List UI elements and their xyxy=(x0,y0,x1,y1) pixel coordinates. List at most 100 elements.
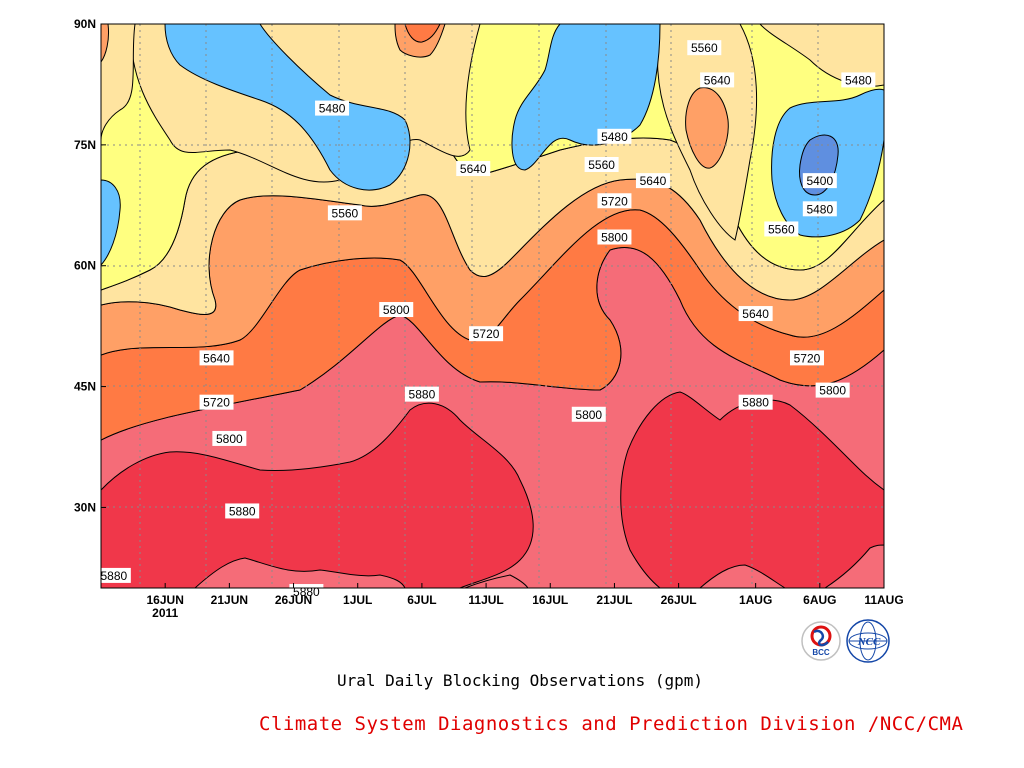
contour-label: 5720 xyxy=(789,350,824,366)
contour-label-bg xyxy=(815,382,850,398)
band-5960-west xyxy=(101,402,534,588)
contour-label-text: 5800 xyxy=(819,384,846,398)
band-5880-south-b xyxy=(464,574,529,588)
contour-label-text: 5800 xyxy=(383,303,410,317)
y-tick-label: 30N xyxy=(74,500,96,514)
contour-label: 5880 xyxy=(404,386,439,402)
contour-label-bg xyxy=(379,302,414,318)
contour-label-bg xyxy=(738,306,773,322)
x-tick-label: 26JUL xyxy=(661,593,697,607)
chart-title: Ural Daily Blocking Observations (gpm) xyxy=(336,671,704,690)
x-tick-label: 1AUG xyxy=(739,593,772,607)
contour-label: 5640 xyxy=(456,161,491,177)
contour-label-bg xyxy=(597,193,632,209)
contour-label-text: 5720 xyxy=(794,351,821,365)
contour-fields xyxy=(101,24,884,588)
contour-label-bg xyxy=(96,567,131,583)
contour-label-bg xyxy=(315,100,350,116)
contour-label-text: 5720 xyxy=(601,194,628,208)
contour-label: 5800 xyxy=(212,430,247,446)
contour-label-text: 5880 xyxy=(229,504,256,518)
y-tick-label: 45N xyxy=(74,380,96,394)
contour-labels: 5880 5880 5800 5720 5640 5880 5560 5480 5800 5880… xyxy=(96,40,876,600)
x-tick-label: 6AUG xyxy=(803,593,836,607)
contour-label-bg xyxy=(802,173,837,189)
band-5480-nw xyxy=(164,24,411,191)
contour-label: 5800 xyxy=(597,229,632,245)
y-tick-label: 75N xyxy=(74,138,96,152)
x-tick-label: 16JUN xyxy=(147,593,184,607)
grid-lines xyxy=(101,24,884,588)
contour-label-bg xyxy=(584,157,619,172)
contour-label-text: 5560 xyxy=(588,158,615,172)
contour-label-text: 5640 xyxy=(742,307,769,321)
contour-label: 5720 xyxy=(469,326,504,342)
contour-label-bg xyxy=(802,201,837,217)
contour-label: 5800 xyxy=(815,382,850,398)
contour-label: 5640 xyxy=(199,350,234,366)
band-5480-w xyxy=(101,179,121,266)
ncc-logo-icon: NCC xyxy=(846,619,890,663)
plot-frame xyxy=(100,23,885,589)
contour-label-bg xyxy=(456,161,491,177)
contour-label-bg xyxy=(571,406,606,422)
x-tick-label: 21JUN xyxy=(211,593,248,607)
band-5720-ne xyxy=(685,87,729,169)
credit-text: Climate System Diagnostics and Predictio… xyxy=(259,713,964,735)
contour-label-text: 5880 xyxy=(293,585,320,599)
contour-label-bg xyxy=(199,350,234,366)
contour-label: 5560 xyxy=(584,157,619,172)
contour-label: 5560 xyxy=(764,221,799,237)
contour-label-bg xyxy=(199,394,234,410)
contour-label: 5480 xyxy=(802,201,837,217)
contour-label-text: 5720 xyxy=(203,396,230,410)
contour-label-bg xyxy=(635,173,670,189)
contour-label: 5400 xyxy=(802,173,837,189)
contour-label-bg xyxy=(764,221,799,237)
contour-label-bg xyxy=(700,72,735,88)
contour-label-text: 5640 xyxy=(203,351,230,365)
y-tick-label: 90N xyxy=(74,17,96,31)
contour-label: 5640 xyxy=(738,306,773,322)
contour-label: 5480 xyxy=(597,128,632,144)
contour-label-text: 5640 xyxy=(704,73,731,87)
contour-label: 5560 xyxy=(687,40,722,56)
contour-label-bg xyxy=(327,205,362,221)
band-5960-east xyxy=(620,391,884,588)
band-5880-south-c xyxy=(699,564,786,588)
band-5640-left xyxy=(101,24,136,141)
contour-label-bg xyxy=(404,386,439,402)
band-5880-south-d xyxy=(824,544,884,588)
contour-label-bg xyxy=(738,394,773,410)
x-tick-label: 16JUL xyxy=(532,593,568,607)
contour-label-bg xyxy=(212,430,247,446)
contour-label-bg xyxy=(597,229,632,245)
contour-label-text: 5880 xyxy=(409,388,436,402)
contour-label-bg xyxy=(789,350,824,366)
contour-label: 5560 xyxy=(327,205,362,221)
band-5800-north xyxy=(404,24,441,43)
bcc-logo-icon: BCC xyxy=(801,621,841,661)
contour-label: 5800 xyxy=(379,302,414,318)
band-5640-far-ne xyxy=(759,24,884,87)
contour-label: 5640 xyxy=(700,72,735,88)
contour-label-text: 5480 xyxy=(601,130,628,144)
contour-label-bg xyxy=(841,72,876,88)
y-axis: 30N 45N 60N 75N 90N xyxy=(74,17,106,514)
contour-label-text: 5800 xyxy=(601,231,628,245)
contour-label-text: 5800 xyxy=(575,408,602,422)
contour-label: 5720 xyxy=(199,394,234,410)
contour-label-text: 5640 xyxy=(640,174,667,188)
contour-label: 5880 xyxy=(738,394,773,410)
contour-label-text: 5480 xyxy=(319,102,346,116)
contour-label-text: 5480 xyxy=(806,202,833,216)
contour-label-bg xyxy=(597,128,632,144)
contour-label: 5880 xyxy=(96,567,131,583)
contour-label-text: 5400 xyxy=(806,174,833,188)
x-tick-label: 11AUG xyxy=(864,593,903,607)
contour-label: 5880 xyxy=(225,503,260,519)
contour-label-text: 5880 xyxy=(742,396,769,410)
x-tick-label: 1JUL xyxy=(343,593,372,607)
